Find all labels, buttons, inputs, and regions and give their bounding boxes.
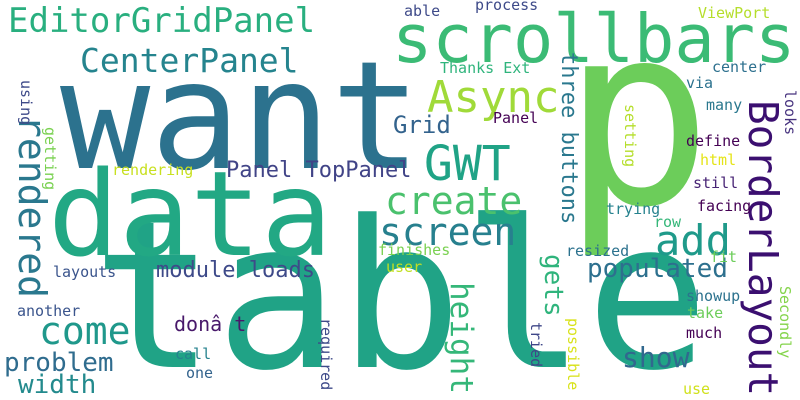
word-rendering: rendering [112,161,194,179]
word-dont: donâ t [174,312,247,336]
word-still: still [693,174,739,192]
word-via: via [686,74,714,92]
word-gets: gets [538,254,568,317]
word-call: call [175,345,212,363]
word-fit: fit [710,248,738,266]
word-rendered: rendered [10,115,54,299]
word-many: many [706,96,743,114]
word-secondly: Secondly [776,286,794,359]
word-looks: looks [781,90,799,136]
word-required: required [317,318,335,391]
word-panel-toppanel: Panel TopPanel [226,158,412,183]
word-html: html [700,151,737,169]
word-one: one [186,364,214,382]
word-grid: Grid [393,111,451,139]
word-finishes: finishes [378,241,451,259]
word-height: height [443,282,479,394]
word-row: row [654,213,682,231]
word-scrollbars: scrollbars [392,0,796,78]
word-come: come [39,309,131,353]
word-create: create [385,179,523,223]
word-showup: showup [686,287,741,305]
word-much: much [686,324,723,342]
word-gwt: GWT [424,136,511,192]
word-setting: setting [621,104,639,168]
word-want: want [60,30,422,204]
word-another: another [17,302,81,320]
word-screen: screen [379,210,517,254]
word-three-buttons: three buttons [556,52,581,225]
word-trying: trying [606,200,661,218]
word-module-loads: module loads [156,258,315,283]
word-using: using [17,80,35,126]
word-use: use [683,380,711,398]
word-thanks-ext: Thanks Ext [440,59,531,77]
word-borderlayout: BorderLayout [739,100,787,397]
word-user: user [386,258,423,276]
word-table: table [92,178,710,400]
word-getting: getting [41,127,59,191]
word-center: center [712,58,767,76]
word-facing: facing [697,197,752,215]
word-add: add [655,216,731,265]
word-width: width [18,370,97,400]
word-populated: populated [587,254,728,284]
word-show: show [622,341,690,374]
word-panel: Panel [493,109,539,127]
word-data: data [48,145,333,283]
word-tried: tried [527,322,545,368]
word-layouts: layouts [53,263,117,281]
word-resized: resized [566,242,630,260]
word-possible: possible [564,318,582,391]
word-viewport: ViewPort [698,4,771,22]
word-take: take [687,304,724,322]
word-p: p [562,0,713,262]
word-define: define [686,132,741,150]
word-editorgridpanel: EditorGridPanel [8,1,316,41]
word-centerpanel: CenterPanel [80,41,299,80]
word-problem: problem [4,348,114,378]
word-able: able [404,2,441,20]
word-process: process [475,0,539,14]
word-async: Async [427,72,560,123]
